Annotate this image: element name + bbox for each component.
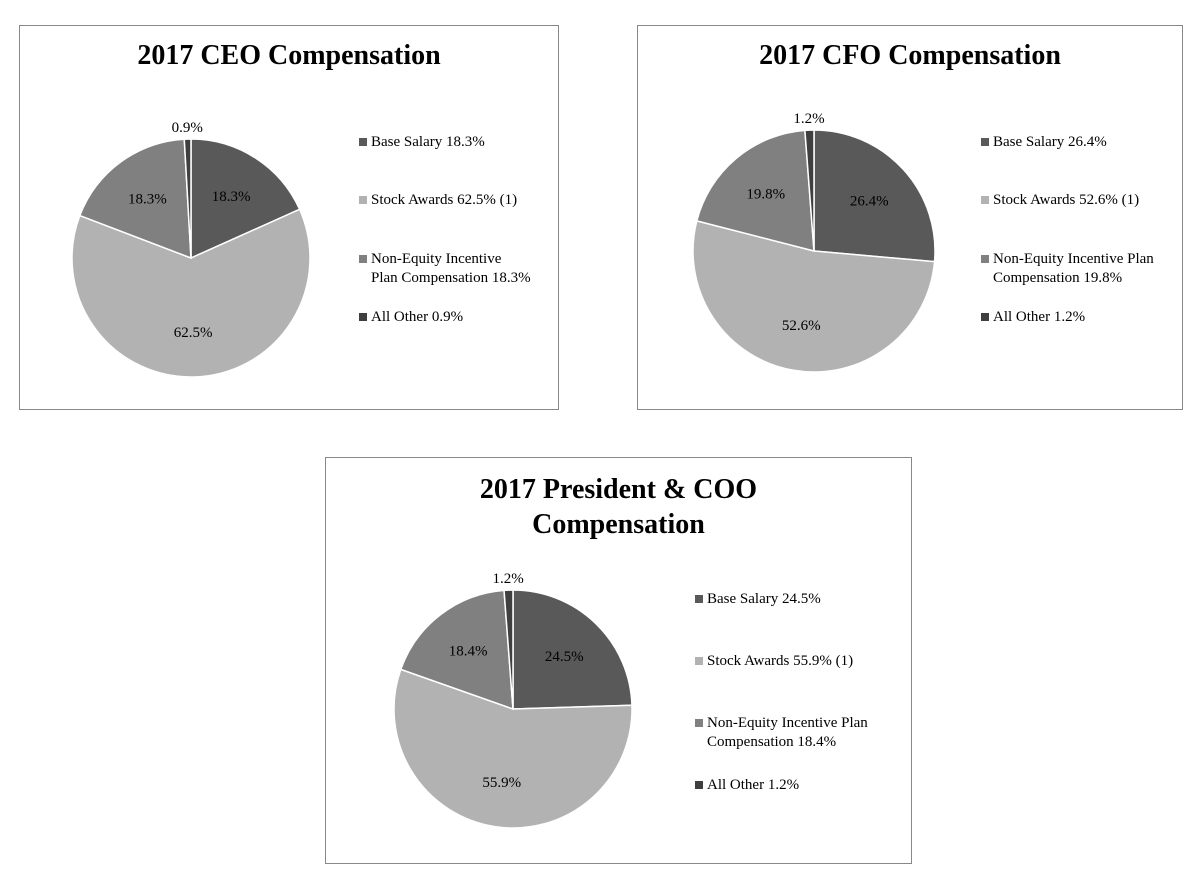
data-label-non-equity-incentive: 18.4%: [449, 643, 488, 659]
legend-swatch: [695, 657, 703, 665]
legend-swatch: [981, 138, 989, 146]
ceo-compensation-chart: 2017 CEO Compensation 18.3% 62.5% 18.3% 0.9…: [19, 25, 559, 410]
data-label-base-salary: 24.5%: [545, 649, 584, 665]
pie-slice-non-equity-incentive: [78, 138, 192, 260]
chart-title: 2017 CEO Compensation: [137, 40, 441, 71]
legend-label: Base Salary 24.5%: [707, 591, 821, 607]
legend-label: Base Salary 26.4%: [993, 134, 1107, 150]
data-label-stock-awards: 52.6%: [782, 318, 821, 334]
pie-slice-non-equity-incentive: [695, 129, 815, 252]
legend-swatch: [981, 196, 989, 204]
legend-label: Stock Awards 55.9% (1): [707, 653, 854, 669]
data-label-all-other: 1.2%: [492, 571, 523, 587]
legend-swatch: [359, 313, 367, 321]
legend-label: Non-Equity Incentive Plan Compensation 18…: [707, 715, 868, 750]
legend-swatch: [359, 196, 367, 204]
president-coo-compensation-chart: 2017 President & COO Compensation 24.5% 5…: [325, 457, 912, 864]
pie-slice-stock-awards: [692, 219, 936, 373]
cfo-compensation-chart: 2017 CFO Compensation 26.4% 52.6% 19.8% 1.2…: [637, 25, 1183, 410]
pie-chart: 18.3% 62.5% 18.3% 0.9%: [71, 120, 311, 378]
legend-swatch: [359, 138, 367, 146]
data-label-stock-awards: 55.9%: [482, 775, 521, 791]
data-label-all-other: 1.2%: [793, 111, 824, 127]
pie-chart: 26.4% 52.6% 19.8% 1.2%: [692, 111, 936, 373]
data-label-stock-awards: 62.5%: [174, 325, 213, 341]
legend-swatch: [695, 595, 703, 603]
legend-label: All Other 0.9%: [371, 309, 464, 325]
pie-slice-non-equity-incentive: [399, 589, 514, 711]
legend-swatch: [695, 781, 703, 789]
pie-slice-base-salary: [512, 589, 633, 710]
data-label-non-equity-incentive: 19.8%: [746, 187, 785, 203]
pie-slice-stock-awards: [393, 668, 633, 829]
legend-label: Non-Equity Incentive Plan Compensation 19…: [993, 251, 1154, 286]
pie-slice-base-salary: [813, 129, 936, 263]
chart-title: 2017 CFO Compensation: [759, 40, 1061, 71]
pie-chart: 24.5% 55.9% 18.4% 1.2%: [393, 571, 633, 829]
legend-label: All Other 1.2%: [707, 777, 800, 793]
legend-label: Stock Awards 52.6% (1): [993, 192, 1140, 208]
legend-label: Non-Equity Incentive Plan Compensation 18…: [371, 251, 531, 286]
pie-slice-all-other: [183, 138, 192, 259]
pie-slice-base-salary: [190, 138, 301, 260]
legend-swatch: [981, 313, 989, 321]
legend-swatch: [981, 255, 989, 263]
legend-swatch: [695, 719, 703, 727]
legend-label: Base Salary 18.3%: [371, 134, 485, 150]
pie-slice-stock-awards: [71, 208, 311, 378]
legend-label: Stock Awards 62.5% (1): [371, 192, 518, 208]
pie-slice-all-other: [804, 129, 815, 252]
data-label-all-other: 0.9%: [172, 120, 203, 136]
legend-swatch: [359, 255, 367, 263]
data-label-non-equity-incentive: 18.3%: [128, 191, 167, 207]
data-label-base-salary: 26.4%: [850, 193, 889, 209]
data-label-base-salary: 18.3%: [212, 189, 251, 205]
pie-slice-all-other: [503, 589, 514, 710]
chart-title: 2017 President & COO Compensation: [479, 474, 758, 540]
legend-label: All Other 1.2%: [993, 309, 1086, 325]
